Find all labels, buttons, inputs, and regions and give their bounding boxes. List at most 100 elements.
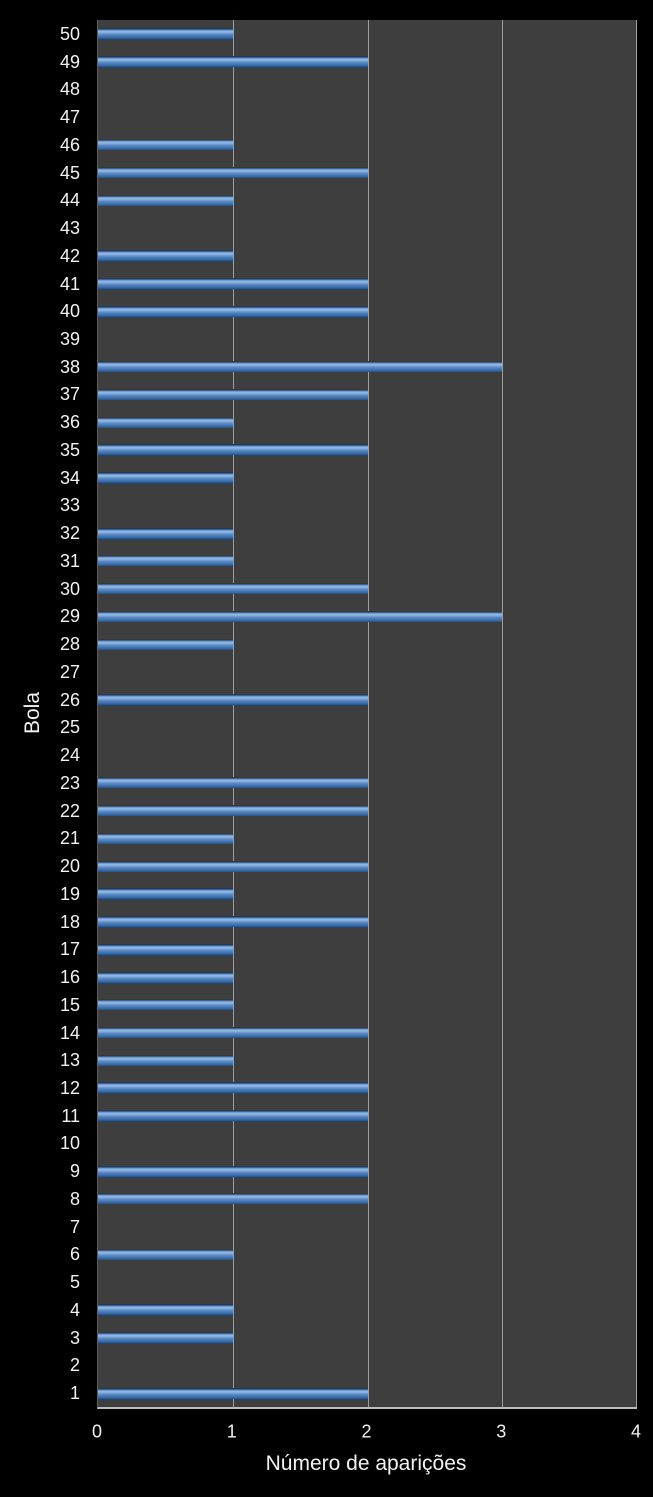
- gridline-x-3: [502, 20, 503, 1407]
- y-tick-label-23: 23: [59, 772, 80, 793]
- bar-ball-23: [98, 777, 368, 789]
- y-tick-label-14: 14: [59, 1022, 80, 1043]
- bar-row-17: [98, 935, 637, 963]
- bar-ball-46: [98, 139, 233, 151]
- y-tick-label-31: 31: [59, 550, 80, 571]
- y-tick-label-9: 9: [69, 1161, 80, 1182]
- y-tick-label-35: 35: [59, 439, 80, 460]
- bar-ball-14: [98, 1026, 368, 1038]
- gridline-x-2: [368, 20, 369, 1407]
- bar-ball-26: [98, 694, 368, 706]
- bar-row-28: [98, 630, 637, 658]
- y-tick-label-44: 44: [59, 190, 80, 211]
- bar-row-15: [98, 991, 637, 1019]
- bar-row-25: [98, 714, 637, 742]
- bar-ball-34: [98, 472, 233, 484]
- bar-ball-50: [98, 28, 233, 40]
- bar-row-24: [98, 741, 637, 769]
- x-tick-label-1: 1: [226, 1421, 237, 1442]
- bar-row-42: [98, 242, 637, 270]
- y-tick-label-15: 15: [59, 994, 80, 1015]
- bar-ball-41: [98, 278, 368, 290]
- bar-row-9: [98, 1157, 637, 1185]
- y-tick-label-28: 28: [59, 634, 80, 655]
- bar-row-48: [98, 75, 637, 103]
- y-axis-tick-labels: 50 49 48 47 46 45 44 43 42 41 40 39 38 37 36 35 34 33 32 31…: [0, 20, 80, 1407]
- x-axis-title: Número de aparições: [265, 1452, 467, 1475]
- bar-row-33: [98, 492, 637, 520]
- bar-ball-32: [98, 527, 233, 539]
- bar-row-2: [98, 1352, 637, 1380]
- bar-ball-11: [98, 1110, 368, 1122]
- bar-row-8: [98, 1185, 637, 1213]
- bar-ball-45: [98, 167, 368, 179]
- bar-ball-40: [98, 305, 368, 317]
- y-tick-label-25: 25: [59, 717, 80, 738]
- bar-ball-16: [98, 971, 233, 983]
- bar-row-30: [98, 575, 637, 603]
- y-tick-label-42: 42: [59, 245, 80, 266]
- bar-row-19: [98, 880, 637, 908]
- y-tick-label-34: 34: [59, 467, 80, 488]
- y-tick-label-33: 33: [59, 495, 80, 516]
- bar-row-43: [98, 214, 637, 242]
- y-tick-label-49: 49: [59, 51, 80, 72]
- y-tick-label-39: 39: [59, 329, 80, 349]
- y-tick-label-32: 32: [59, 523, 80, 544]
- bar-row-6: [98, 1241, 637, 1269]
- bar-row-36: [98, 408, 637, 436]
- y-tick-label-26: 26: [59, 689, 80, 710]
- bar-ball-44: [98, 194, 233, 206]
- y-tick-label-12: 12: [59, 1077, 80, 1098]
- bar-row-27: [98, 658, 637, 686]
- bar-ball-20: [98, 860, 368, 872]
- x-tick-label-2: 2: [361, 1421, 372, 1442]
- bar-ball-1: [98, 1387, 368, 1399]
- y-tick-label-45: 45: [59, 162, 80, 183]
- bar-row-26: [98, 686, 637, 714]
- bar-row-31: [98, 547, 637, 575]
- bar-ball-13: [98, 1054, 233, 1066]
- bar-ball-18: [98, 916, 368, 928]
- bar-ball-9: [98, 1165, 368, 1177]
- y-tick-label-8: 8: [69, 1188, 80, 1209]
- y-tick-label-29: 29: [59, 606, 80, 627]
- bar-row-37: [98, 381, 637, 409]
- bar-row-47: [98, 103, 637, 131]
- y-tick-label-16: 16: [59, 967, 80, 988]
- y-tick-label-47: 47: [59, 107, 80, 128]
- bar-row-32: [98, 519, 637, 547]
- bar-row-20: [98, 852, 637, 880]
- bar-row-50: [98, 20, 637, 48]
- y-tick-label-18: 18: [59, 911, 80, 932]
- y-tick-label-48: 48: [59, 79, 80, 100]
- y-tick-label-38: 38: [59, 356, 80, 377]
- bar-row-23: [98, 769, 637, 797]
- bar-row-10: [98, 1130, 637, 1158]
- bar-row-35: [98, 436, 637, 464]
- bar-row-39: [98, 325, 637, 353]
- bar-ball-42: [98, 250, 233, 262]
- bar-row-4: [98, 1296, 637, 1324]
- bar-row-13: [98, 1046, 637, 1074]
- y-tick-label-43: 43: [59, 218, 80, 239]
- bar-ball-29: [98, 610, 503, 622]
- y-tick-label-30: 30: [59, 578, 80, 599]
- bar-row-44: [98, 186, 637, 214]
- y-tick-label-17: 17: [59, 939, 80, 960]
- gridline-x-1: [233, 20, 234, 1407]
- y-tick-label-4: 4: [69, 1299, 80, 1320]
- y-tick-label-41: 41: [59, 273, 80, 294]
- bar-ball-15: [98, 999, 233, 1011]
- bar-ball-3: [98, 1332, 233, 1344]
- bar-ball-12: [98, 1082, 368, 1094]
- bar-row-49: [98, 48, 637, 76]
- bar-ball-49: [98, 56, 368, 68]
- bar-ball-35: [98, 444, 368, 456]
- bar-row-45: [98, 159, 637, 187]
- bar-ball-21: [98, 832, 233, 844]
- bar-row-46: [98, 131, 637, 159]
- bar-ball-28: [98, 638, 233, 650]
- y-tick-label-6: 6: [69, 1244, 80, 1265]
- bar-row-12: [98, 1074, 637, 1102]
